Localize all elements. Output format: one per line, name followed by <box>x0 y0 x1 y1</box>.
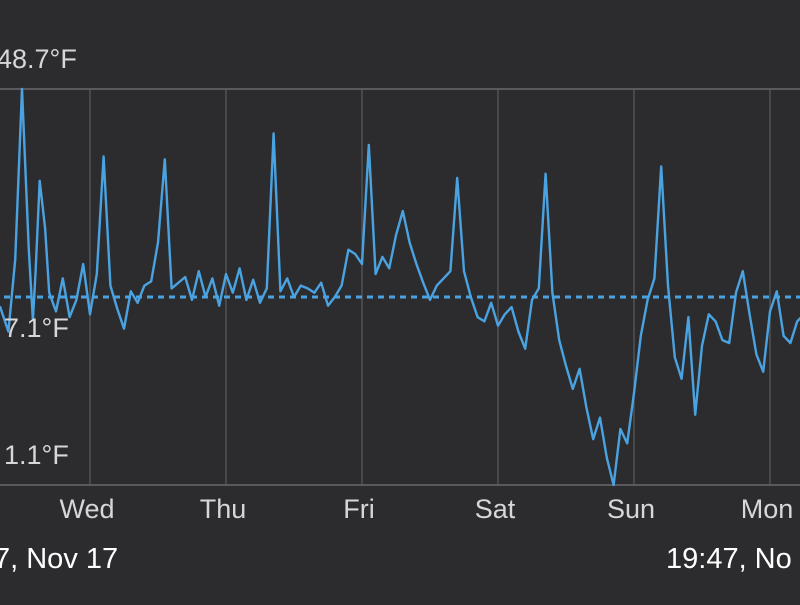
series-line-0 <box>0 87 800 487</box>
x-tick-label-sat: Sat <box>475 494 516 524</box>
series-layer <box>0 87 800 487</box>
grid-layer <box>0 88 800 486</box>
label-layer: 48.7°F 7.1°F 1.1°F <box>0 44 77 470</box>
x-tick-label-thu: Thu <box>200 494 247 524</box>
x-tick-label-mon: Mon <box>741 494 794 524</box>
x-tick-label-fri: Fri <box>343 494 374 524</box>
footer-left-date: 7, Nov 17 <box>0 543 119 575</box>
x-tick-layer: Wed Thu Fri Sat Sun Mon <box>59 494 793 524</box>
y-max-label: 48.7°F <box>0 44 77 74</box>
x-tick-label-sun: Sun <box>607 494 655 524</box>
footer-right-time: 19:47, No <box>666 543 792 575</box>
y-avg-label: 7.1°F <box>4 313 69 343</box>
x-tick-label-wed: Wed <box>59 494 114 524</box>
y-min-label: 1.1°F <box>4 440 69 470</box>
